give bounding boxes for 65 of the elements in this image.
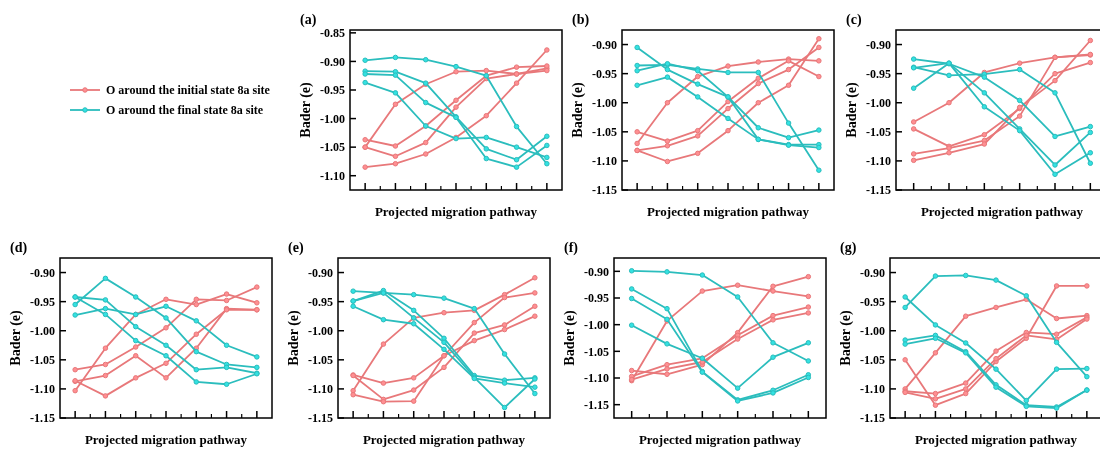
- y-tick-label: -0.95: [866, 66, 891, 81]
- y-tick-label: -1.15: [308, 411, 333, 426]
- y-tick-label: -1.10: [592, 154, 617, 169]
- y-tick-label: -1.00: [860, 323, 885, 338]
- legend-label: O around the final state 8a site: [106, 103, 264, 118]
- y-axis-title: Bader (e): [838, 310, 854, 366]
- y-tick-label: -1.10: [30, 382, 55, 397]
- y-tick-label: -1.00: [584, 317, 609, 332]
- y-axis-title: Bader (e): [8, 310, 24, 366]
- y-axis-title: Bader (e): [844, 82, 860, 138]
- y-tick-label: -1.00: [592, 95, 617, 110]
- y-axis-title: Bader (e): [286, 310, 302, 366]
- y-tick-label: -0.95: [30, 294, 55, 309]
- chart-title: (c): [846, 12, 862, 28]
- x-axis-title: Projected migration pathway: [362, 432, 526, 447]
- y-axis-title: Bader (e): [562, 310, 578, 366]
- x-axis-title: Projected migration pathway: [920, 204, 1084, 219]
- chart-title: (b): [572, 12, 590, 28]
- y-tick-label: -1.15: [592, 183, 617, 198]
- y-tick-label: -1.05: [592, 125, 617, 140]
- y-tick-label: -0.95: [584, 291, 609, 306]
- y-tick-label: -1.15: [866, 183, 891, 198]
- chart-title: (e): [288, 240, 304, 256]
- chart-title: (a): [300, 12, 317, 28]
- y-tick-label: -1.15: [30, 411, 55, 426]
- x-axis-title: Projected migration pathway: [646, 204, 810, 219]
- y-tick-label: -0.85: [320, 26, 345, 41]
- y-tick-label: -1.05: [860, 353, 885, 368]
- y-tick-label: -1.10: [308, 382, 333, 397]
- y-tick-label: -1.15: [584, 397, 609, 412]
- y-tick-label: -1.05: [866, 125, 891, 140]
- x-axis-title: Projected migration pathway: [914, 432, 1078, 447]
- y-tick-label: -1.05: [320, 140, 345, 155]
- y-tick-label: -0.90: [30, 265, 55, 280]
- y-axis-title: Bader (e): [298, 82, 314, 138]
- y-tick-label: -0.90: [320, 54, 345, 69]
- y-tick-label: -1.00: [866, 95, 891, 110]
- legend-label: O around the initial state 8a site: [106, 83, 271, 98]
- y-tick-label: -1.10: [866, 154, 891, 169]
- y-tick-label: -0.95: [320, 83, 345, 98]
- chart-title: (d): [10, 240, 28, 256]
- x-axis-title: Projected migration pathway: [374, 204, 538, 219]
- y-tick-label: -1.00: [320, 111, 345, 126]
- y-tick-label: -1.00: [30, 323, 55, 338]
- y-tick-label: -1.10: [320, 168, 345, 183]
- y-tick-label: -0.95: [860, 294, 885, 309]
- y-tick-label: -1.10: [860, 382, 885, 397]
- y-tick-label: -0.90: [866, 37, 891, 52]
- chart-title: (f): [564, 240, 579, 256]
- y-tick-label: -1.05: [584, 344, 609, 359]
- y-tick-label: -0.90: [308, 265, 333, 280]
- y-tick-label: -0.90: [584, 264, 609, 279]
- y-axis-title: Bader (e): [570, 82, 586, 138]
- y-tick-label: -1.00: [308, 323, 333, 338]
- y-tick-label: -0.90: [860, 265, 885, 280]
- y-tick-label: -1.05: [308, 353, 333, 368]
- x-axis-title: Projected migration pathway: [84, 432, 248, 447]
- x-axis-title: Projected migration pathway: [638, 432, 802, 447]
- y-tick-label: -1.05: [30, 353, 55, 368]
- y-tick-label: -0.95: [592, 66, 617, 81]
- y-tick-label: -1.10: [584, 371, 609, 386]
- y-tick-label: -0.90: [592, 37, 617, 52]
- chart-title: (g): [840, 240, 857, 256]
- y-tick-label: -0.95: [308, 294, 333, 309]
- y-tick-label: -1.15: [860, 411, 885, 426]
